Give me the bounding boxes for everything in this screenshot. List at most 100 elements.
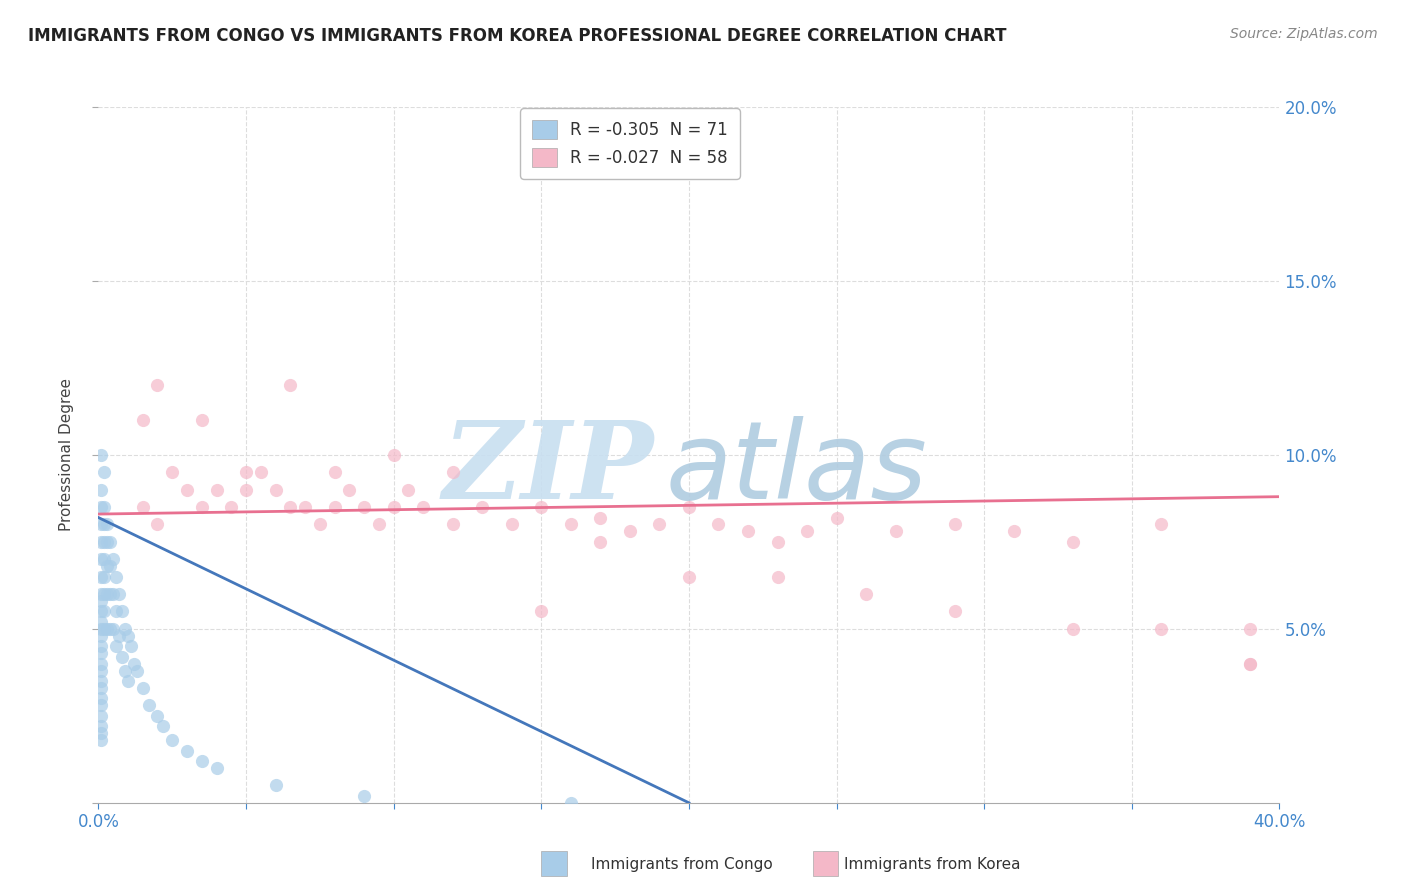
Point	[90, 629, 112, 643]
Point	[278, 378, 302, 392]
Point	[884, 524, 907, 539]
Text: ZIP: ZIP	[441, 416, 654, 522]
Text: Immigrants from Congo: Immigrants from Congo	[591, 857, 772, 872]
Point	[90, 646, 112, 660]
Point	[90, 594, 112, 608]
Point	[441, 517, 464, 532]
Point	[339, 483, 360, 497]
Point	[90, 534, 112, 549]
Point	[98, 534, 121, 549]
Point	[1062, 534, 1084, 549]
Point	[855, 587, 877, 601]
Point	[707, 517, 730, 532]
Point	[96, 559, 118, 574]
Point	[501, 517, 523, 532]
Point	[93, 466, 115, 480]
Point	[96, 622, 118, 636]
Point	[796, 524, 818, 539]
Point	[93, 622, 115, 636]
Point	[96, 534, 118, 549]
Point	[146, 708, 169, 723]
Point	[114, 622, 136, 636]
Point	[412, 500, 434, 514]
Point	[162, 466, 183, 480]
Point	[90, 500, 112, 514]
Point	[530, 500, 553, 514]
Point	[264, 778, 287, 792]
Point	[146, 517, 169, 532]
Point	[619, 524, 641, 539]
Text: Immigrants from Korea: Immigrants from Korea	[844, 857, 1021, 872]
Point	[737, 524, 759, 539]
Point	[250, 466, 273, 480]
Point	[90, 698, 112, 713]
Point	[105, 639, 128, 653]
Point	[90, 657, 112, 671]
Point	[93, 587, 115, 601]
Point	[205, 761, 228, 775]
Point	[560, 517, 582, 532]
Point	[176, 744, 198, 758]
Point	[1150, 622, 1173, 636]
Point	[235, 483, 257, 497]
Point	[90, 674, 112, 689]
Point	[90, 517, 112, 532]
Point	[96, 587, 118, 601]
Point	[825, 510, 848, 524]
Point	[90, 615, 112, 629]
Point	[105, 570, 128, 584]
Point	[943, 517, 966, 532]
Point	[152, 719, 174, 733]
Point	[441, 466, 464, 480]
Point	[146, 378, 169, 392]
Point	[1062, 622, 1084, 636]
Point	[191, 413, 214, 427]
Point	[90, 719, 112, 733]
Point	[103, 552, 125, 566]
Point	[98, 587, 121, 601]
Point	[1239, 657, 1261, 671]
Point	[132, 413, 155, 427]
Point	[132, 681, 155, 695]
Point	[111, 605, 134, 619]
Point	[368, 517, 391, 532]
Point	[90, 708, 112, 723]
Point	[589, 510, 612, 524]
Point	[264, 483, 287, 497]
Point	[589, 534, 612, 549]
Point	[678, 500, 700, 514]
Point	[278, 500, 302, 514]
Point	[103, 587, 125, 601]
Point	[90, 483, 112, 497]
Point	[162, 733, 183, 747]
Point	[117, 629, 139, 643]
Point	[93, 500, 115, 514]
Point	[353, 789, 375, 803]
Point	[294, 500, 316, 514]
Point	[93, 605, 115, 619]
Point	[98, 559, 121, 574]
Point	[943, 605, 966, 619]
Point	[90, 605, 112, 619]
Point	[1239, 657, 1261, 671]
Text: IMMIGRANTS FROM CONGO VS IMMIGRANTS FROM KOREA PROFESSIONAL DEGREE CORRELATION C: IMMIGRANTS FROM CONGO VS IMMIGRANTS FROM…	[28, 27, 1007, 45]
Point	[114, 664, 136, 678]
Point	[138, 698, 160, 713]
Point	[111, 649, 134, 664]
Point	[235, 466, 257, 480]
Point	[1150, 517, 1173, 532]
Point	[103, 622, 125, 636]
Point	[90, 622, 112, 636]
Point	[382, 448, 405, 462]
Point	[90, 664, 112, 678]
Point	[93, 552, 115, 566]
Point	[132, 500, 155, 514]
Point	[382, 500, 405, 514]
Point	[98, 622, 121, 636]
Point	[122, 657, 145, 671]
Point	[191, 754, 214, 768]
Point	[90, 552, 112, 566]
Point	[90, 570, 112, 584]
Point	[93, 517, 115, 532]
Point	[120, 639, 142, 653]
